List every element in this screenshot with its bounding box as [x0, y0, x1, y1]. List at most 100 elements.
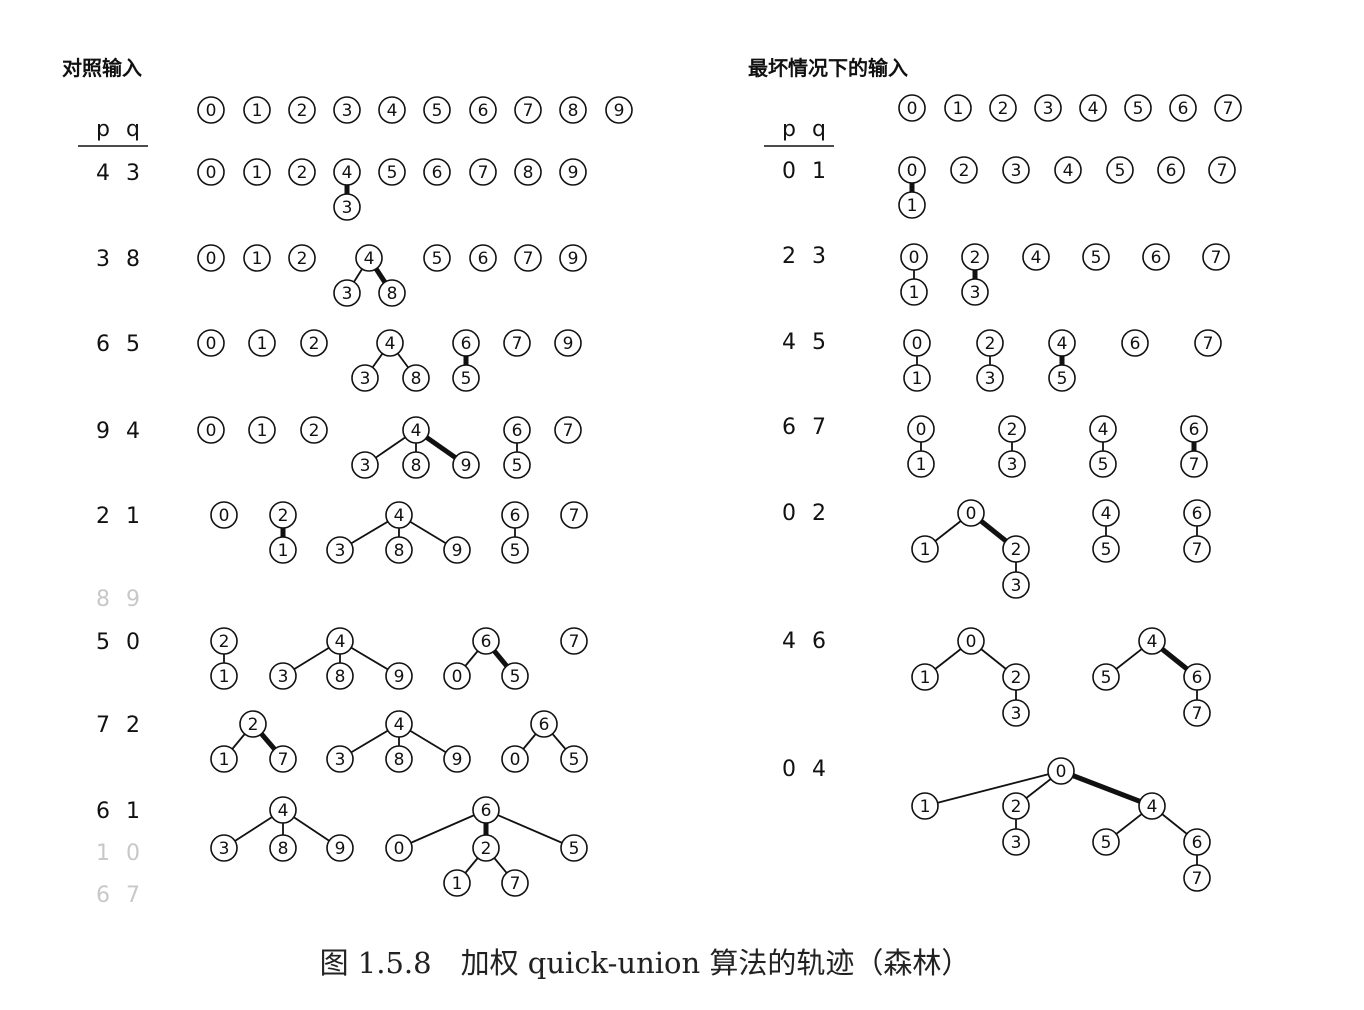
left-step-2-node-6	[452, 329, 480, 357]
left-step-1-node-1-label: 1	[252, 249, 263, 269]
left-step-8-node-7	[501, 869, 529, 897]
right-initial-node-5-label: 5	[1133, 99, 1144, 119]
left-initial-node-3-label: 3	[342, 101, 353, 121]
left-step-7-node-5-label: 5	[569, 750, 580, 770]
right-step-2-node-4-label: 4	[1057, 334, 1068, 354]
left-step-4-p: 2	[96, 504, 110, 529]
left-step-3-node-4-label: 4	[411, 421, 422, 441]
right-step-0-node-7	[1208, 156, 1236, 184]
right-initial-node-7	[1214, 94, 1242, 122]
left-initial-node-5	[423, 96, 451, 124]
left-step-0-q: 3	[126, 161, 140, 186]
left-step-1-node-2-label: 2	[297, 249, 308, 269]
right-initial-node-4-label: 4	[1088, 99, 1099, 119]
right-step-4-node-7-label: 7	[1192, 540, 1203, 560]
left-step-2-node-2-label: 2	[309, 334, 320, 354]
left-step-1-node-0-label: 0	[206, 249, 217, 269]
right-step-2-p: 4	[782, 330, 796, 355]
right-step-3-node-6	[1180, 415, 1208, 443]
right-step-5-p: 4	[782, 629, 796, 654]
right-initial-node-2	[989, 94, 1017, 122]
right-step-3-node-0	[907, 415, 935, 443]
right-step-2-node-1	[903, 364, 931, 392]
right-step-3-p: 6	[782, 415, 796, 440]
right-initial-node-7-label: 7	[1223, 99, 1234, 119]
right-step-6-node-3-label: 3	[1011, 833, 1022, 853]
left-initial-node-0	[197, 96, 225, 124]
right-initial-node-3	[1034, 94, 1062, 122]
left-step-8-node-6	[472, 796, 500, 824]
right-step-0-node-3	[1002, 156, 1030, 184]
left-step-8-node-5-label: 5	[569, 839, 580, 859]
right-initial-node-2-label: 2	[998, 99, 1009, 119]
right-step-5-node-7-label: 7	[1192, 704, 1203, 724]
right-step-3-node-0-label: 0	[916, 420, 927, 440]
left-initial-node-9	[605, 96, 633, 124]
left-step-3-node-1	[248, 416, 276, 444]
right-step-5-node-4-label: 4	[1147, 632, 1158, 652]
right-step-1-node-3-label: 3	[970, 283, 981, 303]
right-step-3-q: 7	[812, 415, 826, 440]
left-step-4-node-7-label: 7	[569, 506, 580, 526]
left-step-0-node-2	[288, 158, 316, 186]
right-step-5-node-6	[1183, 663, 1211, 691]
left-step-0-node-3-label: 3	[342, 198, 353, 218]
right-step-6-node-5	[1092, 828, 1120, 856]
right-step-4-node-1	[911, 535, 939, 563]
left-initial-node-4	[378, 96, 406, 124]
left-step-8-node-1	[443, 869, 471, 897]
left-initial-node-9-label: 9	[614, 101, 625, 121]
left-step-7-node-6	[530, 710, 558, 738]
left-step-5-p: 8	[96, 587, 110, 612]
right-step-4-node-2-label: 2	[1011, 540, 1022, 560]
left-step-2-q: 5	[126, 332, 140, 357]
right-step-3-node-2-label: 2	[1007, 420, 1018, 440]
left-step-6-q: 0	[126, 630, 140, 655]
right-step-3-node-4-label: 4	[1098, 420, 1109, 440]
left-step-7-node-2-label: 2	[248, 715, 259, 735]
left-step-10-q: 7	[126, 883, 140, 908]
right-step-3-node-1-label: 1	[916, 455, 927, 475]
left-step-8-node-3	[210, 834, 238, 862]
left-step-1-node-6	[469, 244, 497, 272]
left-step-3-node-6-label: 6	[512, 421, 523, 441]
figure-caption: 图 1.5.8 加权 quick-union 算法的轨迹（森林）	[319, 946, 971, 980]
left-step-8-node-6-label: 6	[481, 801, 492, 821]
left-step-6-node-6-label: 6	[481, 632, 492, 652]
right-step-6-node-4-label: 4	[1147, 797, 1158, 817]
left-step-8-node-0-label: 0	[394, 839, 405, 859]
left-step-4-node-2	[269, 501, 297, 529]
left-step-2-node-2	[300, 329, 328, 357]
right-initial-node-3-label: 3	[1043, 99, 1054, 119]
left-initial-node-2	[288, 96, 316, 124]
left-initial-node-8	[559, 96, 587, 124]
left-step-10-p: 6	[96, 883, 110, 908]
left-step-1-node-5-label: 5	[432, 249, 443, 269]
left-step-7-node-3-label: 3	[335, 750, 346, 770]
right-step-0-node-4-label: 4	[1063, 161, 1074, 181]
left-step-1-node-8-label: 8	[387, 284, 398, 304]
left-step-4-node-8	[385, 536, 413, 564]
left-initial-node-4-label: 4	[387, 101, 398, 121]
right-step-4-node-3	[1002, 571, 1030, 599]
left-step-2-node-1-label: 1	[257, 334, 268, 354]
left-step-3-node-8	[402, 451, 430, 479]
left-step-0-node-1-label: 1	[252, 163, 263, 183]
left-step-8-q: 1	[126, 799, 140, 824]
left-step-3-node-7	[554, 416, 582, 444]
left-step-8-node-9	[326, 834, 354, 862]
left-step-4-node-4	[385, 501, 413, 529]
left-step-0-node-5	[378, 158, 406, 186]
right-step-6-q: 4	[812, 757, 826, 782]
left-step-3-node-0-label: 0	[206, 421, 217, 441]
left-step-8-node-5	[560, 834, 588, 862]
right-step-1-node-7-label: 7	[1211, 248, 1222, 268]
right-step-2-node-7-label: 7	[1203, 334, 1214, 354]
left-step-0-p: 4	[96, 161, 110, 186]
left-step-0-node-5-label: 5	[387, 163, 398, 183]
left-step-8-node-0	[385, 834, 413, 862]
left-step-4-node-9	[443, 536, 471, 564]
left-step-8-node-8-label: 8	[278, 839, 289, 859]
right-step-5-node-7	[1183, 699, 1211, 727]
right-step-5-node-3-label: 3	[1011, 704, 1022, 724]
